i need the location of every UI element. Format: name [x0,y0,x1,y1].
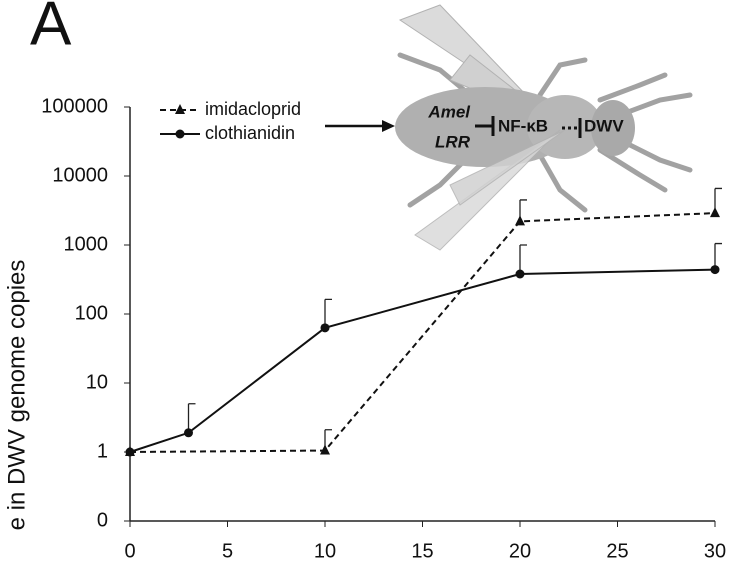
error-bar [324,298,332,328]
marker [320,323,330,333]
marker [125,447,135,457]
legend-label: imidacloprid [205,99,301,119]
legend-marker [175,104,185,114]
pathway-symbols [475,116,582,138]
annotation: LRR [435,132,471,151]
x-tick-label: 30 [704,540,726,562]
y-tick-label: 100 [75,302,108,324]
x-tick-label: 15 [411,540,433,562]
marker [515,269,525,279]
annotation: NF-κB [498,116,548,135]
y-tick-label: 0 [97,509,108,531]
x-tick-label: 20 [509,540,531,562]
error-bar [187,403,196,433]
marker [515,215,525,226]
marker [710,265,720,275]
panel-label: A [30,0,72,58]
y-tick-label: 10 [86,371,108,393]
y-tick-label: 1 [97,440,108,462]
marker [184,428,193,438]
error-bar [519,244,527,274]
x-tick-label: 10 [314,540,336,562]
x-tick-label: 5 [222,540,233,562]
marker [710,207,720,218]
y-tick-label: 10000 [52,164,108,186]
x-tick-label: 0 [124,540,135,562]
y-tick-label: 100000 [41,95,108,117]
marker [320,444,330,455]
x-tick-label: 25 [606,540,628,562]
y-axis-label: e in DWV genome copies [3,260,30,531]
annotation: DWV [584,116,624,135]
series-line [129,212,716,453]
y-tick-label: 1000 [64,233,109,255]
series-line [129,268,716,453]
legend-marker [175,129,185,139]
arrowhead [382,120,395,132]
annotation: Amel [427,102,471,121]
legend-label: clothianidin [205,123,295,143]
